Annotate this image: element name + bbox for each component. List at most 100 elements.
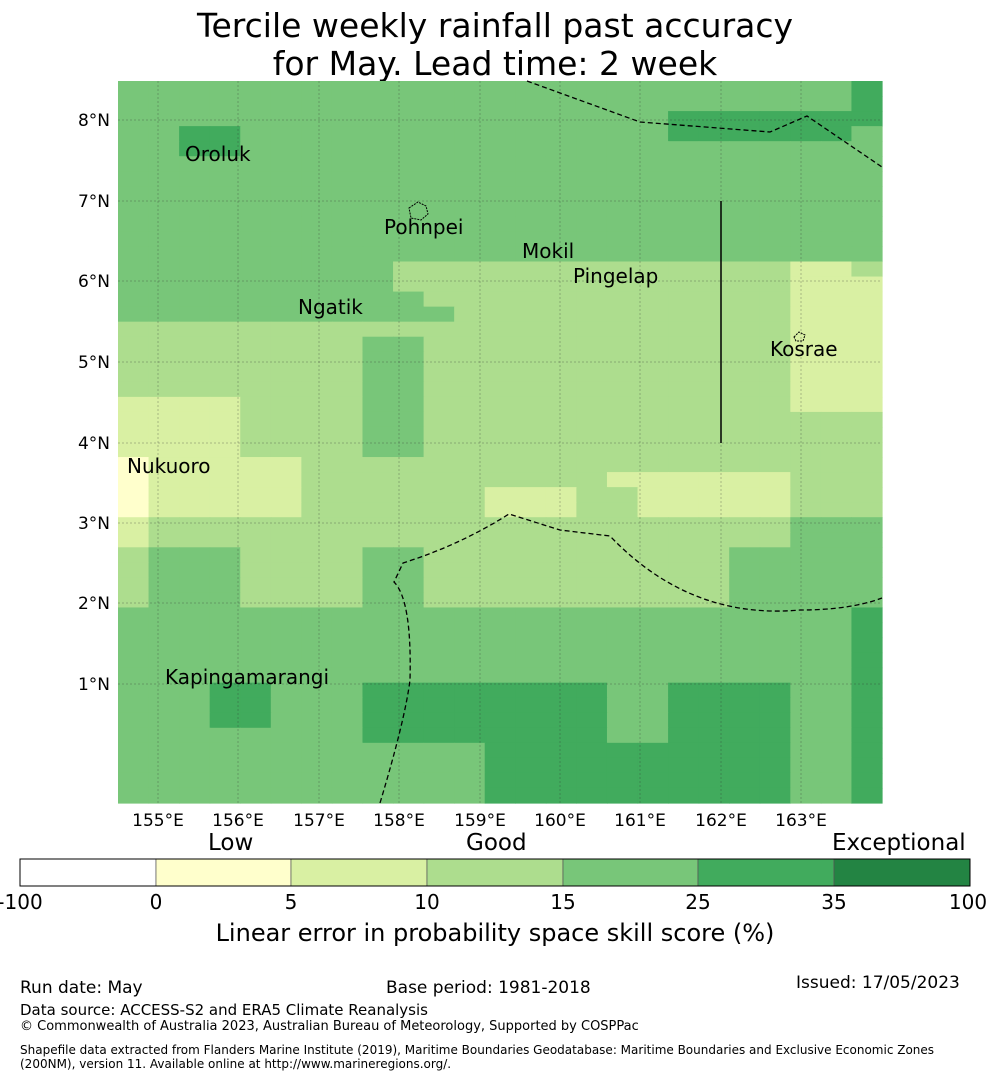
grid-cell xyxy=(668,201,700,217)
grid-cell xyxy=(790,682,822,699)
grid-cell xyxy=(759,261,791,278)
grid-cell xyxy=(759,787,791,804)
grid-cell xyxy=(331,111,364,127)
grid-cell xyxy=(209,502,241,518)
grid-cell xyxy=(393,396,425,413)
grid-cell xyxy=(423,321,455,338)
grid-cell xyxy=(393,291,425,308)
grid-cell xyxy=(393,126,425,142)
grid-cell xyxy=(576,336,608,353)
grid-cell xyxy=(790,96,822,112)
grid-cell xyxy=(698,532,730,548)
grid-cell xyxy=(118,276,150,293)
grid-cell xyxy=(179,351,211,368)
grid-cell xyxy=(240,787,272,804)
grid-cell xyxy=(301,562,333,578)
grid-cell xyxy=(148,396,180,413)
longitude-labels: 155°E 156°E 157°E 158°E 159°E 160°E 161°E 162°E… xyxy=(132,811,827,831)
grid-cell xyxy=(698,592,730,609)
grid-cell xyxy=(423,231,455,248)
grid-cell xyxy=(331,411,364,428)
grid-cell xyxy=(576,532,608,548)
map-title-line1: Tercile weekly rainfall past accuracy xyxy=(196,6,794,45)
grid-cell xyxy=(240,96,272,112)
grid-cell xyxy=(362,381,394,398)
grid-cell xyxy=(790,727,822,744)
grid-cell xyxy=(331,577,364,594)
grid-cell xyxy=(270,637,302,654)
grid-cell xyxy=(637,742,669,759)
grid-cell xyxy=(545,156,577,172)
grid-cell xyxy=(790,562,822,578)
grid-cell xyxy=(790,276,822,293)
grid-cell xyxy=(576,622,608,639)
grid-cell xyxy=(790,81,822,97)
grid-cell xyxy=(423,742,455,759)
grid-cell xyxy=(698,562,730,578)
grid-cell xyxy=(698,742,730,759)
latitude-label: 3°N xyxy=(78,514,110,534)
grid-cell xyxy=(454,682,486,699)
grid-cell xyxy=(637,141,669,157)
grid-cell xyxy=(179,396,211,413)
grid-cell xyxy=(820,411,853,428)
grid-cell xyxy=(423,547,455,563)
grid-cell xyxy=(851,96,883,112)
grid-cell xyxy=(576,186,608,202)
grid-cell xyxy=(423,276,455,293)
grid-cell xyxy=(301,712,333,729)
grid-cell xyxy=(698,246,730,263)
grid-cell xyxy=(576,517,608,533)
grid-cell xyxy=(668,156,700,172)
grid-cell xyxy=(454,186,486,202)
grid-cell xyxy=(606,321,639,338)
grid-cell xyxy=(209,276,241,293)
grid-cell xyxy=(454,291,486,308)
grid-cell xyxy=(240,81,272,97)
grid-cell xyxy=(148,96,180,112)
grid-cell xyxy=(545,757,577,774)
grid-cell xyxy=(668,652,700,669)
grid-cell xyxy=(270,126,302,142)
grid-cell xyxy=(668,411,700,428)
grid-cell xyxy=(606,787,639,804)
grid-cell xyxy=(851,607,883,624)
grid-cell xyxy=(851,216,883,233)
grid-cell xyxy=(545,562,577,578)
grid-cell xyxy=(851,652,883,669)
grid-cell xyxy=(454,547,486,563)
grid-cell xyxy=(179,667,211,684)
grid-cell xyxy=(209,697,241,714)
grid-cell xyxy=(423,111,455,127)
latitude-label: 7°N xyxy=(78,192,110,212)
longitude-label: 156°E xyxy=(212,811,264,831)
grid-cell xyxy=(179,637,211,654)
grid-cell xyxy=(209,442,241,458)
grid-cell xyxy=(851,141,883,157)
grid-cell xyxy=(240,321,272,338)
grid-cell xyxy=(606,381,639,398)
grid-cell xyxy=(301,652,333,669)
grid-cell xyxy=(790,592,822,609)
grid-cell xyxy=(698,607,730,624)
grid-cell xyxy=(484,126,516,142)
grid-cell xyxy=(545,547,577,563)
grid-cell xyxy=(270,487,302,503)
grid-cell xyxy=(545,231,577,248)
grid-cell xyxy=(698,396,730,413)
grid-cell xyxy=(179,607,211,624)
grid-cell xyxy=(393,96,425,112)
grid-cell xyxy=(362,336,394,353)
grid-cell xyxy=(698,81,730,97)
grid-cell xyxy=(484,607,516,624)
grid-cell xyxy=(393,457,425,473)
grid-cell xyxy=(362,246,394,263)
grid-cell xyxy=(362,321,394,338)
grid-cell xyxy=(545,637,577,654)
grid-cell xyxy=(606,697,639,714)
grid-cell xyxy=(423,442,455,458)
grid-cell xyxy=(423,381,455,398)
grid-cell xyxy=(759,637,791,654)
grid-cell xyxy=(820,366,853,383)
grid-cell xyxy=(362,787,394,804)
